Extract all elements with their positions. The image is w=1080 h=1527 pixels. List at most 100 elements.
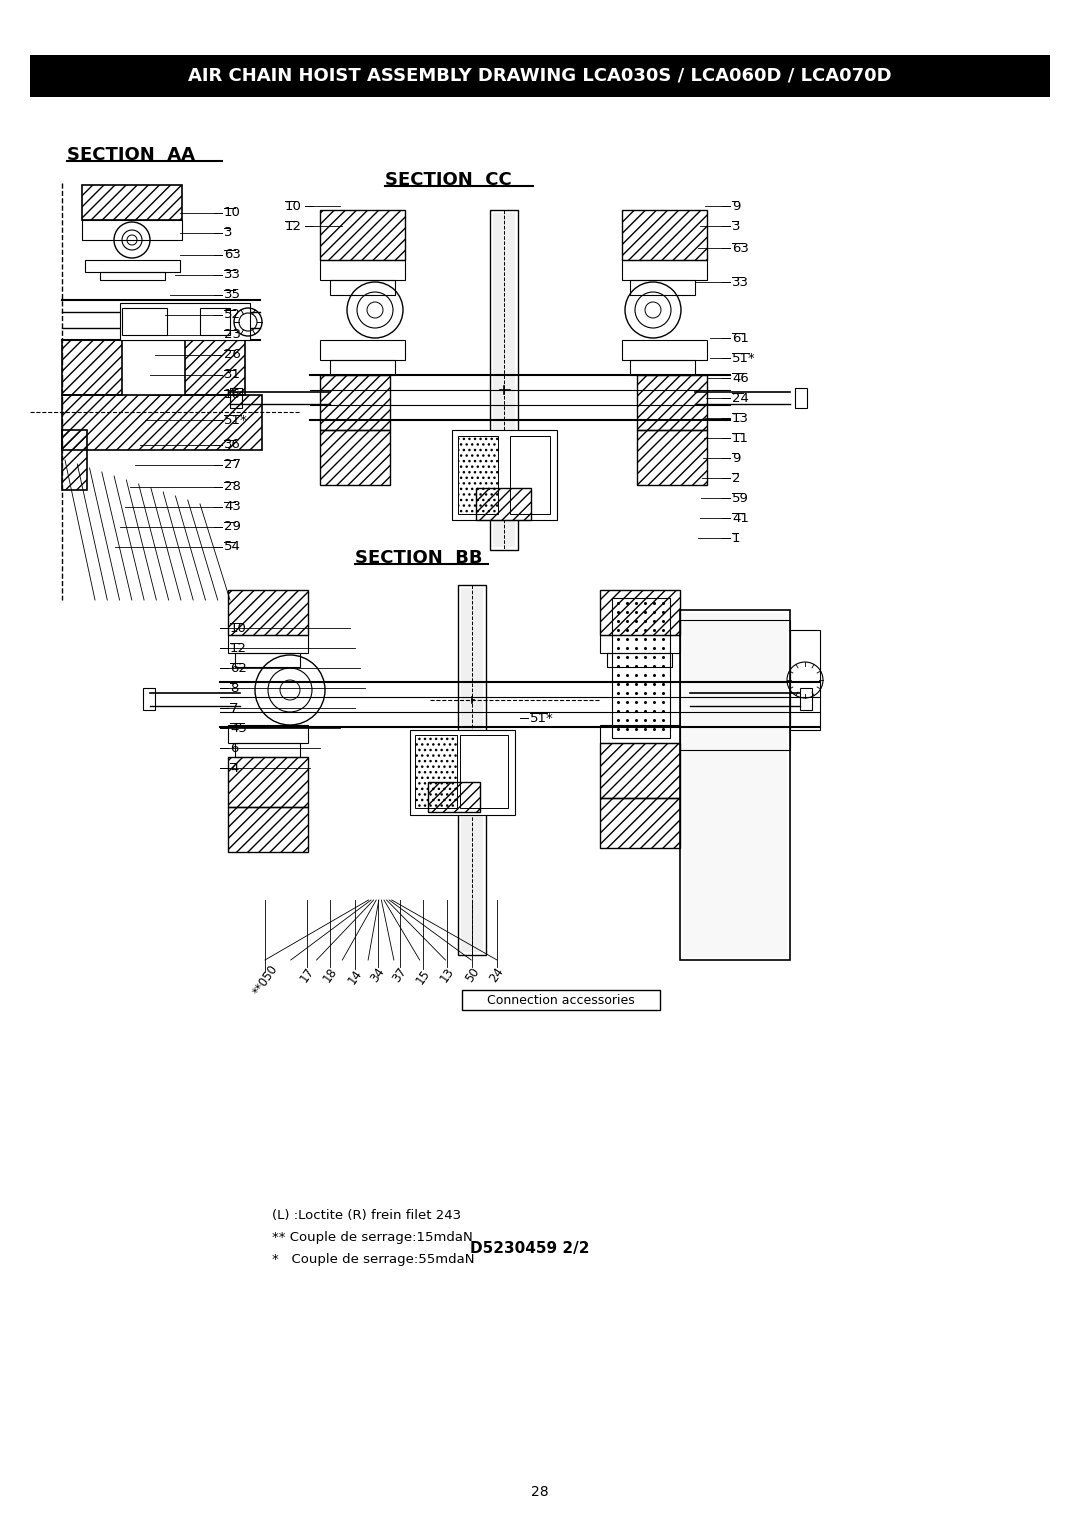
Text: ** Couple de serrage:15mdaN: ** Couple de serrage:15mdaN bbox=[272, 1231, 473, 1243]
Text: 63: 63 bbox=[732, 241, 748, 255]
Text: SECTION  BB: SECTION BB bbox=[355, 550, 483, 567]
Text: 50: 50 bbox=[462, 965, 482, 985]
Text: 46: 46 bbox=[732, 371, 748, 385]
Text: 28: 28 bbox=[531, 1484, 549, 1500]
Bar bbox=[622, 341, 707, 360]
Bar bbox=[630, 360, 696, 376]
Bar bbox=[62, 341, 122, 395]
Bar bbox=[600, 799, 680, 847]
Bar bbox=[460, 734, 508, 808]
Bar bbox=[458, 437, 498, 515]
Text: 45: 45 bbox=[230, 721, 247, 734]
Bar bbox=[600, 635, 680, 654]
Text: (L) :Loctite (R) frein filet 243: (L) :Loctite (R) frein filet 243 bbox=[272, 1208, 461, 1222]
Text: 3: 3 bbox=[224, 226, 232, 240]
Text: *   Couple de serrage:55mdaN: * Couple de serrage:55mdaN bbox=[272, 1254, 474, 1266]
Text: 28: 28 bbox=[224, 481, 241, 493]
Text: 16: 16 bbox=[224, 388, 241, 402]
Text: 9: 9 bbox=[732, 200, 741, 212]
Text: 43: 43 bbox=[224, 501, 241, 513]
Bar bbox=[120, 302, 249, 341]
Text: 14: 14 bbox=[346, 967, 365, 986]
Bar bbox=[228, 806, 308, 852]
Bar bbox=[228, 725, 308, 744]
Text: 4: 4 bbox=[230, 762, 239, 774]
Text: 13: 13 bbox=[437, 965, 457, 985]
Bar bbox=[680, 609, 789, 960]
Text: 63: 63 bbox=[224, 249, 241, 261]
Bar bbox=[228, 589, 308, 635]
Text: 51*: 51* bbox=[224, 414, 247, 426]
Text: SECTION  AA: SECTION AA bbox=[67, 147, 195, 163]
Text: 18: 18 bbox=[321, 965, 339, 985]
Bar bbox=[185, 341, 245, 395]
Bar bbox=[415, 734, 457, 808]
Bar bbox=[235, 654, 300, 667]
Bar bbox=[462, 989, 660, 1009]
Bar bbox=[330, 279, 395, 295]
Text: 3: 3 bbox=[732, 220, 741, 232]
Text: 13: 13 bbox=[732, 411, 750, 425]
Text: SECTION  CC: SECTION CC bbox=[384, 171, 512, 189]
Bar bbox=[612, 599, 670, 738]
Bar bbox=[630, 279, 696, 295]
Text: 10: 10 bbox=[285, 200, 302, 212]
Bar bbox=[320, 376, 390, 431]
Bar bbox=[235, 744, 300, 757]
Bar bbox=[410, 730, 515, 815]
Bar bbox=[490, 211, 518, 550]
Text: 10: 10 bbox=[230, 621, 247, 635]
Text: 29: 29 bbox=[224, 521, 241, 533]
Bar bbox=[228, 757, 308, 806]
Bar bbox=[476, 489, 531, 521]
Bar bbox=[600, 744, 680, 799]
Bar bbox=[800, 689, 812, 710]
Text: 15: 15 bbox=[414, 967, 433, 986]
Bar bbox=[85, 260, 180, 272]
Bar bbox=[622, 260, 707, 279]
Bar bbox=[30, 55, 1050, 98]
Bar bbox=[320, 341, 405, 360]
Text: 8: 8 bbox=[230, 681, 239, 695]
Bar bbox=[320, 260, 405, 279]
Bar bbox=[122, 308, 167, 334]
Text: **050: **050 bbox=[249, 962, 280, 997]
Text: 26: 26 bbox=[224, 348, 241, 362]
Text: 12: 12 bbox=[230, 641, 247, 655]
Text: 41: 41 bbox=[732, 512, 748, 524]
Text: 54: 54 bbox=[224, 541, 241, 553]
Bar bbox=[795, 388, 807, 408]
Text: 61: 61 bbox=[732, 331, 748, 345]
Bar bbox=[230, 388, 242, 408]
Bar bbox=[330, 360, 395, 376]
Text: 27: 27 bbox=[224, 458, 241, 472]
Bar bbox=[492, 212, 515, 547]
Text: 51*: 51* bbox=[732, 351, 756, 365]
Bar bbox=[510, 437, 550, 515]
Text: 9: 9 bbox=[732, 452, 741, 464]
Bar bbox=[637, 376, 707, 431]
Text: 24: 24 bbox=[732, 391, 748, 405]
Bar bbox=[637, 431, 707, 486]
Text: 51*: 51* bbox=[530, 712, 554, 724]
Bar bbox=[100, 272, 165, 279]
Text: 37: 37 bbox=[390, 965, 409, 985]
Text: AIR CHAIN HOIST ASSEMBLY DRAWING LCA030S / LCA060D / LCA070D: AIR CHAIN HOIST ASSEMBLY DRAWING LCA030S… bbox=[188, 67, 892, 86]
Text: 31: 31 bbox=[224, 368, 241, 382]
Text: 17: 17 bbox=[297, 965, 316, 985]
Text: 12: 12 bbox=[285, 220, 302, 232]
Text: Connection accessories: Connection accessories bbox=[487, 994, 635, 1006]
Bar bbox=[428, 782, 480, 812]
Bar bbox=[789, 631, 820, 730]
Bar bbox=[320, 211, 405, 260]
Bar bbox=[228, 635, 308, 654]
Text: 7: 7 bbox=[230, 701, 239, 715]
Bar bbox=[62, 431, 87, 490]
Text: 62: 62 bbox=[230, 661, 247, 675]
Bar bbox=[461, 588, 483, 951]
Bar bbox=[600, 725, 680, 744]
Text: 34: 34 bbox=[368, 965, 388, 985]
Text: 11: 11 bbox=[732, 432, 750, 444]
Text: 6: 6 bbox=[230, 742, 239, 754]
Text: 36: 36 bbox=[224, 438, 241, 452]
